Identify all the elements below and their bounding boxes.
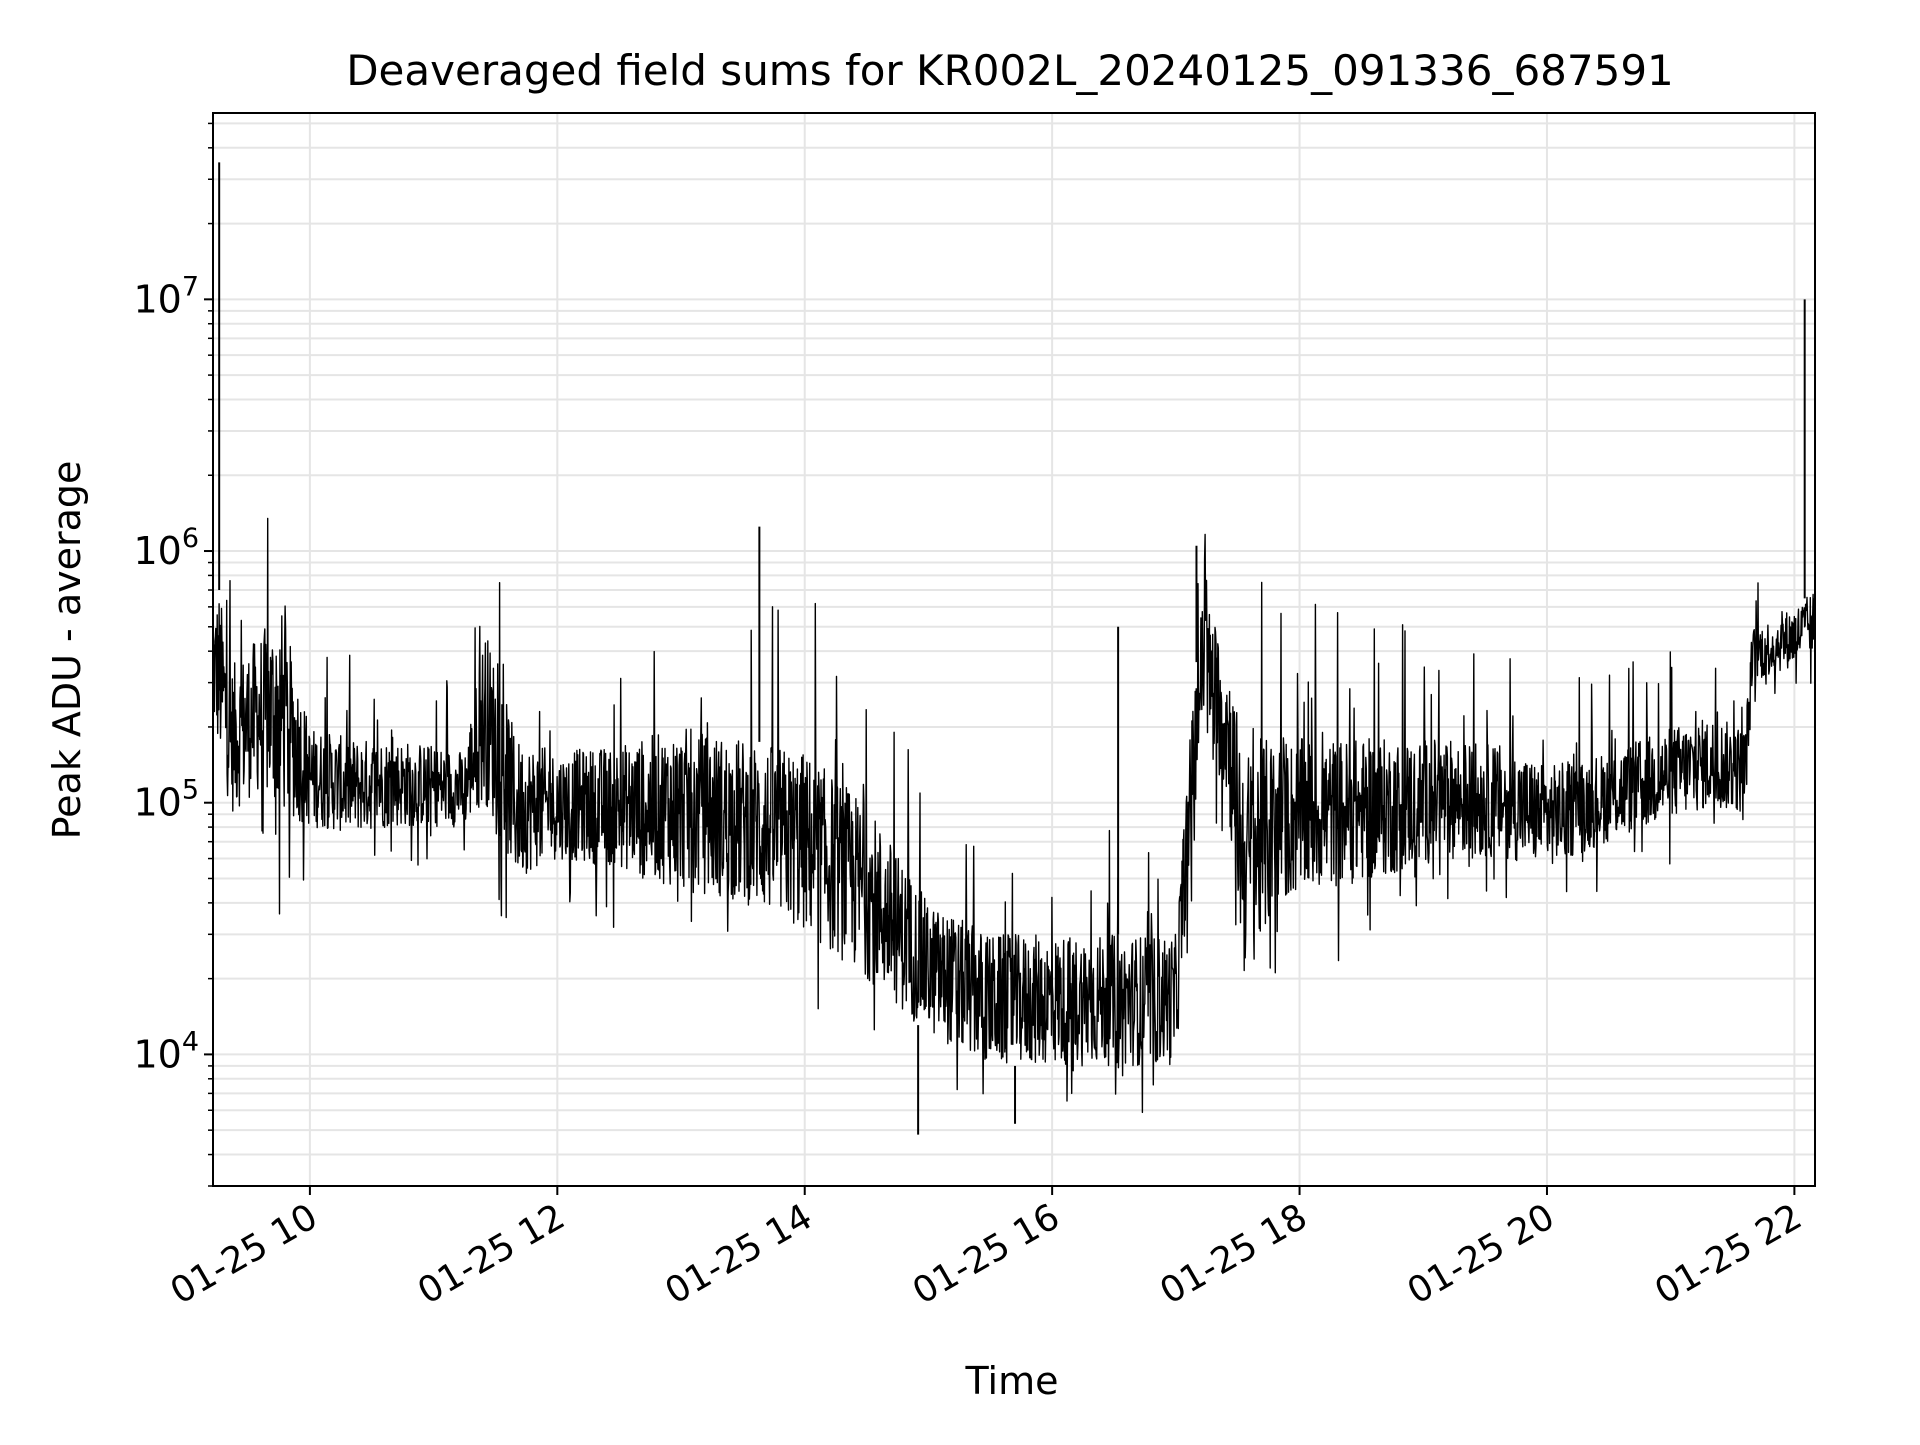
y-tick-label: 105 (133, 775, 199, 825)
y-axis-label: Peak ADU - average (45, 461, 89, 840)
y-tick-label: 104 (133, 1026, 199, 1076)
plot-frame (212, 112, 1816, 1187)
y-tick-label: 106 (133, 523, 199, 573)
grid-layer (213, 113, 1815, 1187)
series-line (212, 517, 1816, 1114)
chart-title: Deaveraged field sums for KR002L_2024012… (346, 46, 1674, 95)
y-tick-label: 107 (133, 271, 199, 321)
series-layer (212, 162, 1816, 1135)
x-axis-label: Time (965, 1359, 1059, 1403)
